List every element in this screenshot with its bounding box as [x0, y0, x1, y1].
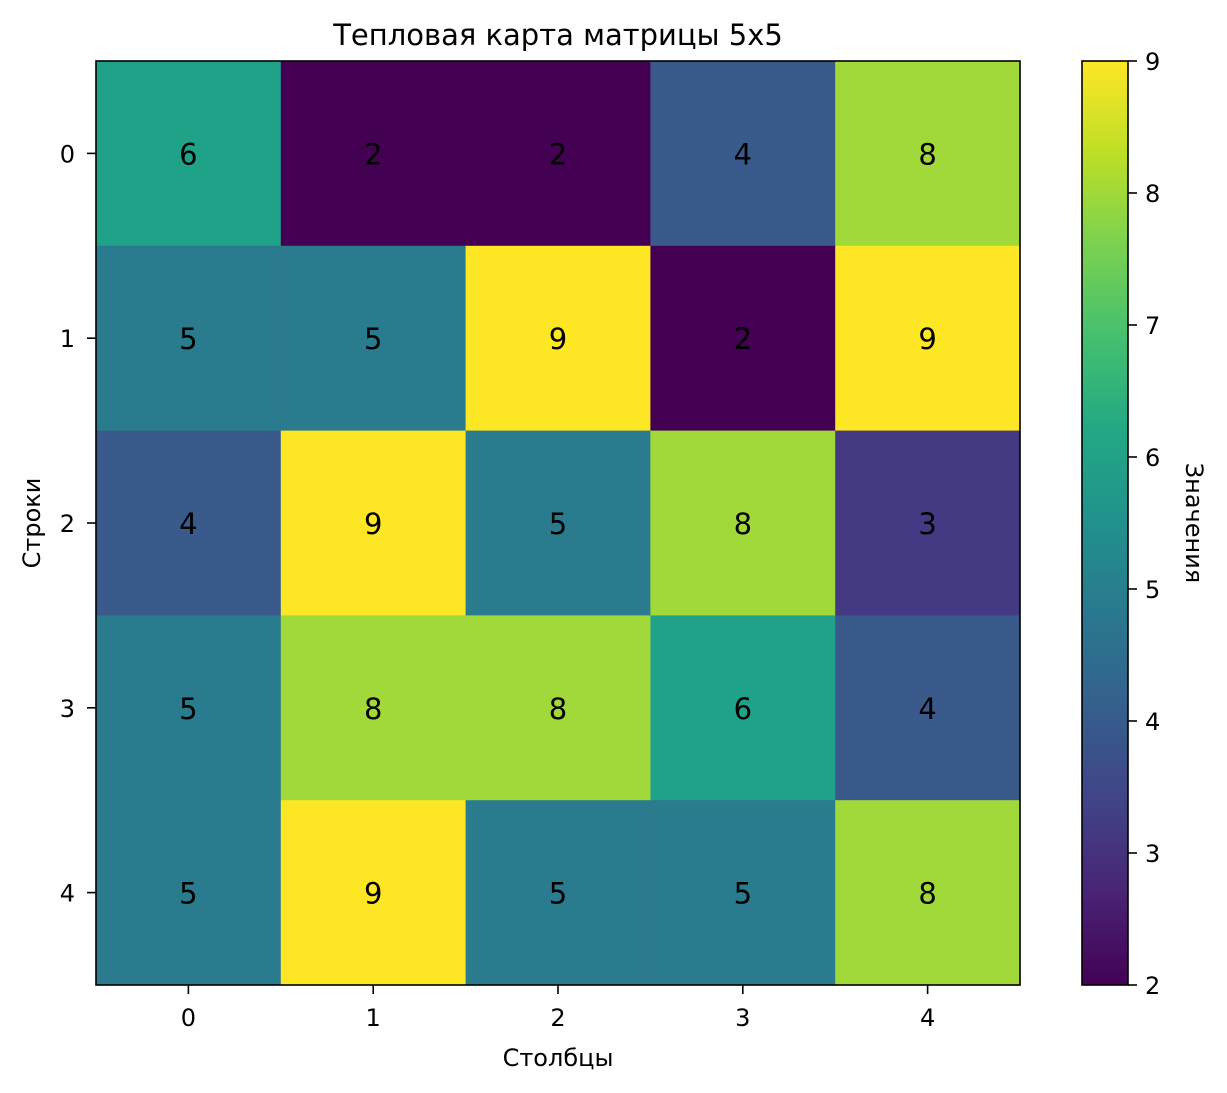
heatmap-cell-r3-c3 [650, 615, 836, 801]
colorbar-label: Значения [1180, 463, 1208, 583]
x-tick-label: 2 [550, 1004, 565, 1032]
heatmap-cell-r0-c3 [650, 61, 836, 247]
heatmap-cell-r4-c0 [96, 800, 282, 986]
heatmap-cell-r1-c3 [650, 245, 836, 432]
heatmap-cell-r4-c2 [465, 800, 651, 986]
heatmap-cell-r3-c2 [465, 615, 651, 801]
cell-value-label-r4-c0: 5 [179, 877, 197, 911]
heatmap-cell-r4-c3 [650, 800, 836, 986]
cell-value-label-r4-c4: 8 [918, 877, 936, 911]
cell-value-label-r2-c3: 8 [734, 507, 752, 541]
heatmap-cell-r1-c4 [835, 245, 1021, 432]
colorbar-tick-label: 7 [1145, 312, 1160, 340]
cell-value-label-r0-c4: 8 [918, 137, 936, 171]
heatmap-cell-r2-c1 [280, 430, 467, 616]
cell-value-label-r1-c1: 5 [364, 322, 382, 356]
heatmap-cell-r1-c1 [280, 245, 467, 432]
cell-value-label-r4-c1: 9 [364, 877, 382, 911]
cell-value-label-r0-c3: 4 [734, 137, 752, 171]
heatmap-cells [96, 61, 1021, 986]
y-axis-ticks: 0 1 2 3 4 [60, 140, 96, 908]
heatmap-cell-r3-c1 [280, 615, 467, 801]
cell-value-label-r4-c2: 5 [549, 877, 567, 911]
x-tick-label: 0 [181, 1004, 196, 1032]
cell-value-label-r2-c2: 5 [549, 507, 567, 541]
y-tick-label: 1 [60, 325, 75, 353]
cell-value-label-r0-c2: 2 [549, 137, 567, 171]
cell-value-label-r3-c0: 5 [179, 692, 197, 726]
y-tick-label: 0 [60, 140, 75, 168]
heatmap-cell-r4-c1 [280, 800, 467, 986]
cell-value-label-r3-c1: 8 [364, 692, 382, 726]
heatmap-cell-r2-c0 [96, 430, 282, 616]
colorbar-tick-label: 4 [1145, 708, 1160, 736]
colorbar-tick-label: 8 [1145, 180, 1160, 208]
y-tick-label: 2 [60, 510, 75, 538]
heatmap-cell-r2-c2 [465, 430, 651, 616]
colorbar-tick-label: 2 [1145, 972, 1160, 1000]
heatmap-cell-labels: 6 2 2 4 8 5 5 9 2 9 4 9 5 8 3 5 8 8 6 4 5 9 5 5 8 [179, 137, 937, 910]
cell-value-label-r0-c0: 6 [179, 137, 197, 171]
colorbar-tick-label: 6 [1145, 444, 1160, 472]
heatmap-cell-r1-c0 [96, 245, 282, 432]
cell-value-label-r1-c2: 9 [549, 322, 567, 356]
heatmap-cell-r0-c2 [465, 61, 651, 247]
cell-value-label-r3-c4: 4 [918, 692, 936, 726]
heatmap-cell-r1-c2 [465, 245, 651, 432]
heatmap-cell-r0-c0 [96, 61, 282, 247]
cell-value-label-r4-c3: 5 [734, 877, 752, 911]
cell-value-label-r1-c0: 5 [179, 322, 197, 356]
heatmap-cell-r3-c4 [835, 615, 1021, 801]
heatmap-cell-r2-c3 [650, 430, 836, 616]
x-axis-label: Столбцы [503, 1044, 614, 1072]
cell-value-label-r2-c4: 3 [918, 507, 936, 541]
colorbar [1081, 60, 1129, 986]
x-tick-label: 4 [920, 1004, 935, 1032]
colorbar-ticks: 2 3 4 5 6 7 8 9 [1128, 48, 1160, 1000]
heatmap-cell-r2-c4 [835, 430, 1021, 616]
heatmap-cell-r0-c1 [280, 61, 467, 247]
cell-value-label-r2-c1: 9 [364, 507, 382, 541]
cell-value-label-r3-c3: 6 [734, 692, 752, 726]
x-axis-ticks: 0 1 2 3 4 [181, 985, 935, 1032]
cell-value-label-r2-c0: 4 [179, 507, 197, 541]
y-axis-label: Строки [18, 478, 46, 569]
colorbar-tick-label: 3 [1145, 840, 1160, 868]
chart-title: Тепловая карта матрицы 5x5 [332, 18, 783, 52]
x-tick-label: 1 [366, 1004, 381, 1032]
cell-value-label-r1-c4: 9 [918, 322, 936, 356]
cell-value-label-r1-c3: 2 [734, 322, 752, 356]
heatmap-cell-r4-c4 [835, 800, 1021, 986]
heatmap-cell-r3-c0 [96, 615, 282, 801]
cell-value-label-r0-c1: 2 [364, 137, 382, 171]
cell-value-label-r3-c2: 8 [549, 692, 567, 726]
y-tick-label: 3 [60, 695, 75, 723]
y-tick-label: 4 [60, 880, 75, 908]
colorbar-tick-label: 5 [1145, 576, 1160, 604]
heatmap-cell-r0-c4 [835, 61, 1021, 247]
colorbar-tick-label: 9 [1145, 48, 1160, 76]
x-tick-label: 3 [735, 1004, 750, 1032]
